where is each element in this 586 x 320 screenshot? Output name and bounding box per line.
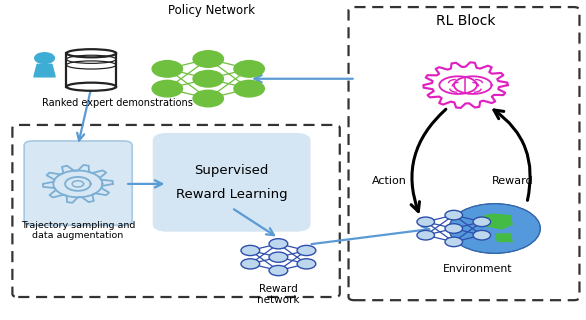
Circle shape [193,70,223,87]
FancyBboxPatch shape [24,141,132,225]
Circle shape [449,204,540,253]
Ellipse shape [66,49,116,57]
Text: Action: Action [372,176,407,186]
Circle shape [241,245,260,256]
Text: RL Block: RL Block [436,14,495,28]
Circle shape [445,210,462,220]
Ellipse shape [66,83,116,91]
Text: Reward Learning: Reward Learning [176,188,287,201]
Circle shape [241,259,260,269]
Polygon shape [34,64,55,77]
Circle shape [269,239,288,249]
Circle shape [445,224,462,233]
Circle shape [193,90,223,107]
Polygon shape [475,213,513,230]
Circle shape [152,60,182,77]
Polygon shape [66,53,116,87]
FancyBboxPatch shape [153,133,311,232]
Text: Ranked expert demonstrations: Ranked expert demonstrations [42,98,192,108]
Text: Reward
network: Reward network [257,284,299,305]
Text: Reward: Reward [492,176,533,186]
Circle shape [473,217,490,227]
Circle shape [234,80,264,97]
Circle shape [193,51,223,67]
Circle shape [445,237,462,247]
Text: Environment: Environment [442,264,512,274]
Text: Supervised: Supervised [195,164,269,177]
Circle shape [417,230,434,240]
Circle shape [35,53,54,63]
Circle shape [473,230,490,240]
Circle shape [269,266,288,276]
Circle shape [417,217,434,227]
Circle shape [234,60,264,77]
Polygon shape [495,233,513,242]
Text: data augmentation: data augmentation [32,231,124,240]
Circle shape [152,80,182,97]
Circle shape [297,259,316,269]
Text: Trajectory sampling and: Trajectory sampling and [21,221,135,230]
Text: Policy Network: Policy Network [168,4,255,17]
Circle shape [297,245,316,256]
Circle shape [269,252,288,262]
